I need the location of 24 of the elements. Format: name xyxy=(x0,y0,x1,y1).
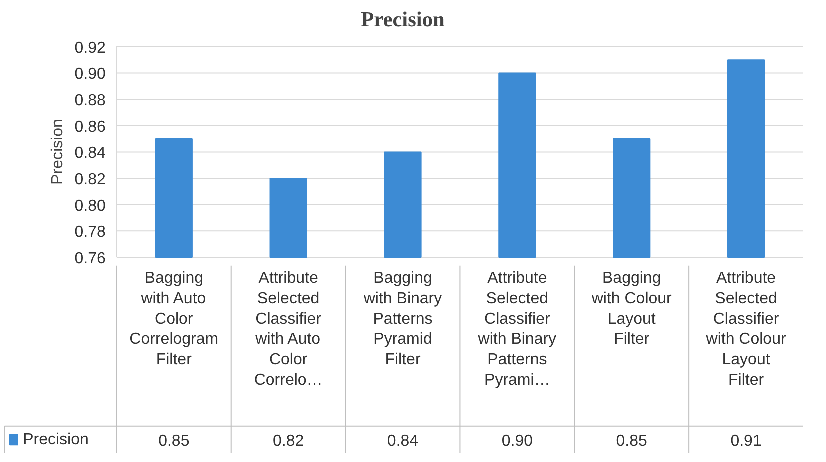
x-tick-label: Bagging with Colour Layout Filter xyxy=(590,270,673,348)
text: 0.82 xyxy=(74,172,106,189)
data-label: 0.85 xyxy=(616,432,648,450)
x-tick-label: Bagging with Auto Color Correlogram Filter xyxy=(130,270,219,369)
x-tick-label: Attribute Selected Classifier with Auto Color Correlo… xyxy=(254,270,323,390)
text: 0.90 xyxy=(74,66,106,84)
text: 0.80 xyxy=(74,198,106,215)
y-axis-title: Precision xyxy=(49,119,66,185)
data-label: 0.84 xyxy=(387,432,419,450)
text: 0.76 xyxy=(74,250,106,268)
data-label: 0.85 xyxy=(158,432,190,450)
legend-label: Precision xyxy=(23,431,89,448)
text: 0.84 xyxy=(74,145,106,162)
data-label: 0.91 xyxy=(730,432,762,450)
x-tick-label: Bagging with Binary Patterns Pyramid Filter xyxy=(362,270,442,369)
x-tick-label: Attribute Selected Classifier with Binary Patterns Pyrami… xyxy=(477,270,557,390)
text: 0.92 xyxy=(74,40,106,57)
data-label: 0.90 xyxy=(502,432,534,450)
text: 0.78 xyxy=(74,224,106,242)
text: 0.88 xyxy=(74,92,106,110)
text: 0.86 xyxy=(74,118,106,136)
chart-title: Precision xyxy=(361,8,445,32)
data-label: 0.82 xyxy=(273,432,304,450)
x-tick-label: Attribute Selected Classifier with Colour Layout Filter xyxy=(705,270,787,390)
